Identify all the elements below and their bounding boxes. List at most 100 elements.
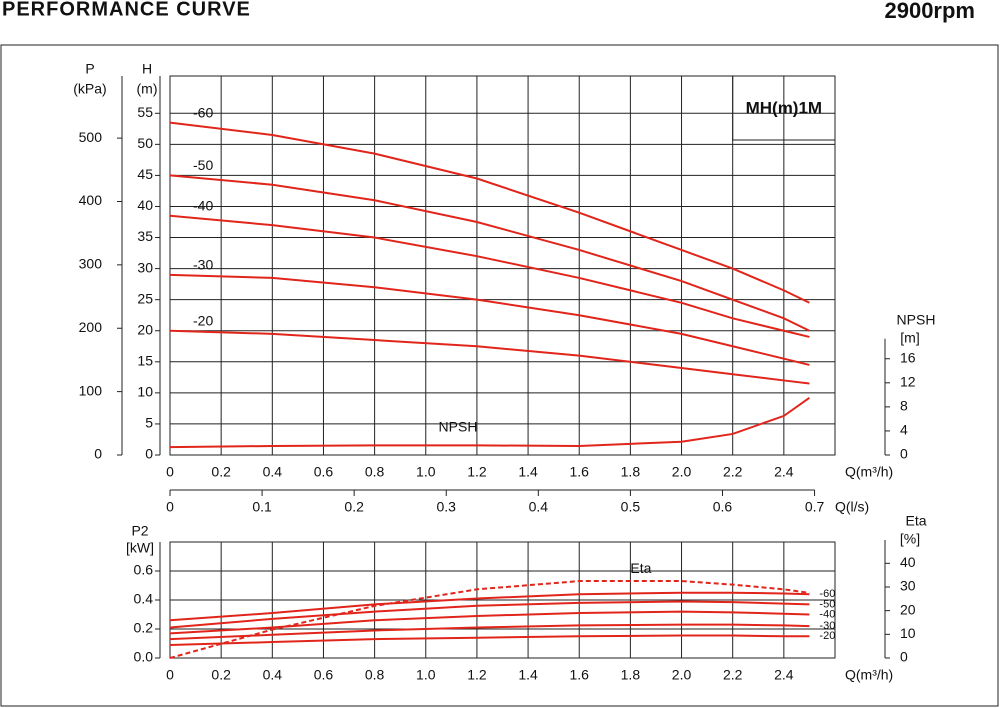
series-label: -30 <box>193 257 213 273</box>
y-tick-label: 0.6 <box>134 562 154 578</box>
curve <box>169 580 810 659</box>
model: MH(m)1M <box>746 98 823 117</box>
y2-tick-label: 30 <box>900 578 916 594</box>
x-tick-label: 1.2 <box>467 667 487 683</box>
y-tick-label: 40 <box>137 197 153 213</box>
x-tick-label: 1.8 <box>621 464 641 480</box>
x2-tick-label: 0.3 <box>437 499 457 515</box>
y2-tick-label: 4 <box>900 422 908 438</box>
p-tick-label: 400 <box>79 192 103 208</box>
x2-tick-label: 0.7 <box>805 499 825 515</box>
x-tick-label: 0.6 <box>314 464 334 480</box>
series-label: -20 <box>193 312 213 328</box>
x2-tick-label: 0.1 <box>252 499 272 515</box>
y2-tick-label: 0 <box>900 446 908 462</box>
curve <box>169 610 810 635</box>
y2-axis-label: NPSH <box>897 311 936 327</box>
x2-tick-label: 0 <box>166 499 174 515</box>
y-axis-label: P2 <box>131 523 148 539</box>
curve <box>169 174 810 332</box>
x-tick-label: 1.6 <box>569 464 589 480</box>
y-tick-label: 35 <box>137 228 153 244</box>
y2-axis-label: Eta <box>905 513 926 529</box>
y2-tick-label: 20 <box>900 601 916 617</box>
y-axis-unit: [kW] <box>126 540 154 556</box>
x-tick-label: 1.0 <box>416 464 436 480</box>
series-label: -40 <box>819 608 835 620</box>
x-tick-label: 1.2 <box>467 464 487 480</box>
y-tick-label: 15 <box>137 353 153 369</box>
series-label: -40 <box>193 197 213 213</box>
x-tick-label: 2.2 <box>723 464 743 480</box>
y-tick-label: 50 <box>137 135 153 151</box>
x2-axis-label: Q(l/s) <box>835 499 869 515</box>
x2-tick-label: 0.6 <box>713 499 733 515</box>
x2-tick-label: 0.5 <box>621 499 641 515</box>
x-tick-label: 0 <box>166 667 174 683</box>
series-label: NPSH <box>439 418 478 434</box>
x-tick-label: 1.6 <box>569 667 589 683</box>
x-tick-label: 2.4 <box>774 667 794 683</box>
y-tick-label: 0 <box>145 446 153 462</box>
y-tick-label: 5 <box>145 415 153 431</box>
series-label: -60 <box>193 104 213 120</box>
curve <box>169 397 810 449</box>
y2-tick-label: 12 <box>900 374 916 390</box>
x-tick-label: 2.0 <box>672 667 692 683</box>
curve <box>169 214 810 338</box>
curve <box>169 273 810 366</box>
p-tick-label: 200 <box>79 319 103 335</box>
y-tick-label: 45 <box>137 166 153 182</box>
series-label: -60 <box>819 588 835 600</box>
y2-tick-label: 16 <box>900 349 916 365</box>
x-tick-label: 1.8 <box>621 667 641 683</box>
y-tick-label: 0.0 <box>134 649 154 665</box>
y-axis-unit: (m) <box>137 81 158 97</box>
y2-axis-unit: [%] <box>900 531 920 547</box>
model-box <box>732 75 836 141</box>
x-tick-label: 0.8 <box>365 464 385 480</box>
p-tick-label: 500 <box>79 129 103 145</box>
y2-tick-label: 40 <box>900 554 916 570</box>
series-label: -50 <box>193 157 213 173</box>
speed: 2900rpm <box>884 0 975 23</box>
curve <box>169 623 810 641</box>
y2-axis-unit: [m] <box>900 329 919 345</box>
y-tick-label: 55 <box>137 104 153 120</box>
curve <box>169 329 810 385</box>
y-tick-label: 10 <box>137 384 153 400</box>
x2-tick-label: 0.4 <box>529 499 549 515</box>
x-axis-label: Q(m³/h) <box>845 464 893 480</box>
x-tick-label: 0.4 <box>263 464 283 480</box>
x-tick-label: 0.2 <box>211 667 231 683</box>
x-tick-label: 2.4 <box>774 464 794 480</box>
y-tick-label: 0.4 <box>134 591 154 607</box>
y-tick-label: 0.2 <box>134 620 154 636</box>
y-axis-label: H <box>142 61 152 77</box>
page-title: PERFORMANCE CURVE <box>2 0 251 20</box>
x-tick-label: 0 <box>166 464 174 480</box>
x-tick-label: 0.8 <box>365 667 385 683</box>
y2-tick-label: 8 <box>900 398 908 414</box>
x-tick-label: 1.4 <box>518 667 538 683</box>
plot-frame <box>169 75 836 456</box>
x-tick-label: 2.2 <box>723 667 743 683</box>
p-axis-unit: (kPa) <box>73 81 106 97</box>
series-label: -30 <box>819 620 835 632</box>
series-label: Eta <box>630 560 651 576</box>
curve <box>169 591 810 622</box>
curve <box>169 121 810 304</box>
x-axis-label: Q(m³/h) <box>845 667 893 683</box>
curve <box>169 600 810 629</box>
y-tick-label: 30 <box>137 259 153 275</box>
y2-tick-label: 10 <box>900 625 916 641</box>
x-tick-label: 0.6 <box>314 667 334 683</box>
x2-tick-label: 0.2 <box>344 499 364 515</box>
x-tick-label: 0.2 <box>211 464 231 480</box>
p-axis-label: P <box>85 61 94 77</box>
curve <box>169 634 810 646</box>
y-tick-label: 25 <box>137 290 153 306</box>
x-tick-label: 0.4 <box>263 667 283 683</box>
